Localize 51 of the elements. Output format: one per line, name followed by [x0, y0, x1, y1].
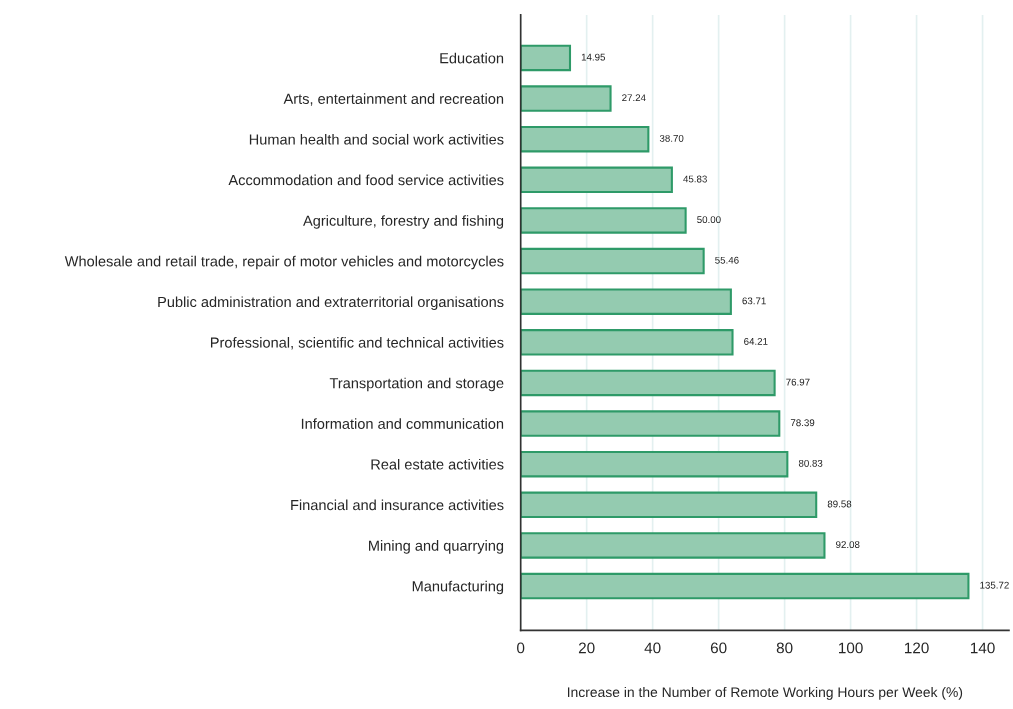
x-tick-label: 60: [710, 642, 727, 654]
data-label: 135.72: [980, 581, 1009, 589]
x-axis-title: Increase in the Number of Remote Working Hours per Week (%): [567, 686, 963, 700]
bar: [520, 125, 650, 153]
data-label: 14.95: [581, 53, 606, 61]
bar: [520, 85, 612, 112]
x-tick-label: 40: [644, 642, 661, 654]
bar: [520, 44, 572, 72]
bar: [520, 166, 673, 194]
x-tick-label: 140: [970, 642, 995, 654]
y-tick-label: Information and communication: [301, 418, 504, 429]
data-label: 27.24: [622, 94, 646, 102]
y-tick-label: Education: [440, 52, 504, 64]
x-tick-label: 20: [578, 642, 595, 654]
y-tick-label: Public administration and extraterritorial organisations: [158, 296, 504, 310]
bar: [520, 288, 732, 315]
bar: [520, 491, 818, 519]
y-tick-label: Manufacturing: [412, 580, 504, 595]
y-tick-label: Real estate activities: [371, 458, 504, 470]
data-label: 63.71: [742, 297, 766, 305]
x-tick-label: 100: [839, 642, 863, 654]
data-label: 78.39: [790, 419, 815, 427]
y-tick-label: Arts, entertainment and recreation: [283, 93, 504, 106]
bar: [520, 572, 970, 600]
bar: [520, 369, 776, 397]
y-tick-label: Transportation and storage: [329, 377, 504, 392]
y-tick-label: Wholesale and retail trade, repair of motor vehicles and motorcycles: [64, 255, 504, 270]
bar: [520, 410, 781, 437]
y-tick-label: Professional, scientific and technical activities: [210, 337, 504, 350]
data-label: 45.83: [683, 175, 707, 183]
x-tick-label: 80: [776, 642, 793, 654]
y-tick-label: Human health and social work activities: [249, 133, 504, 145]
bar: [520, 532, 826, 559]
data-label: 38.70: [659, 134, 684, 142]
x-tick-label: 0: [517, 642, 525, 654]
bar: [520, 329, 734, 356]
data-label: 76.97: [786, 378, 810, 386]
y-tick-label: Mining and quarrying: [369, 540, 504, 554]
data-label: 89.58: [827, 500, 852, 508]
bar: [520, 247, 705, 275]
data-label: 64.21: [744, 338, 768, 345]
y-tick-label: Financial and insurance activities: [291, 499, 504, 511]
data-label: 80.83: [798, 459, 823, 467]
data-label: 50.00: [697, 216, 721, 224]
bar: [520, 207, 687, 234]
x-tick-label: 120: [904, 642, 929, 654]
y-tick-label: Agriculture, forestry and fishing: [303, 215, 504, 229]
bar: [520, 450, 789, 478]
y-tick-label: Accommodation and food service activities: [228, 174, 504, 186]
data-label: 55.46: [715, 256, 739, 264]
data-label: 92.08: [836, 541, 860, 549]
